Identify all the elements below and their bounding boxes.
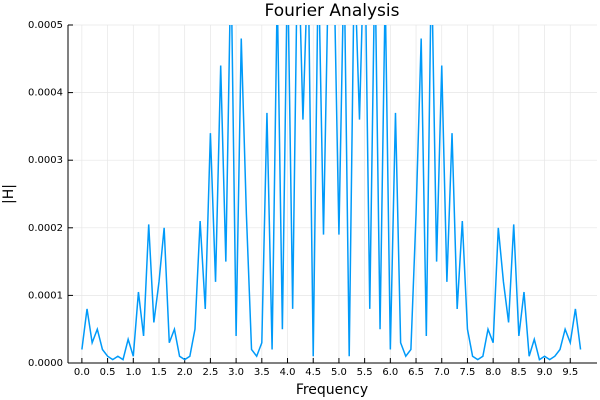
x-tick-label: 7.5: [459, 367, 475, 378]
x-axis-label: Frequency: [296, 382, 368, 398]
y-axis-label: |H|: [1, 184, 17, 204]
x-tick-label: 1.0: [125, 367, 141, 378]
x-tick-label: 9.5: [562, 367, 578, 378]
x-tick-label: 6.0: [382, 367, 398, 378]
y-tick-label: 0.0004: [28, 88, 63, 99]
x-tick-label: 4.5: [305, 367, 321, 378]
x-tick-label: 0.0: [74, 367, 90, 378]
x-tick-label: 7.0: [434, 367, 450, 378]
x-tick-label: 9.0: [537, 367, 553, 378]
x-tick-label: 6.5: [408, 367, 424, 378]
x-tick-label: 5.0: [331, 367, 347, 378]
x-tick-label: 2.5: [202, 367, 218, 378]
y-tick-label: 0.0000: [28, 358, 63, 369]
x-tick-label: 2.0: [177, 367, 193, 378]
y-tick-label: 0.0002: [28, 223, 63, 234]
x-tick-label: 3.5: [254, 367, 270, 378]
y-tick-label: 0.0005: [28, 20, 63, 31]
y-tick-label: 0.0003: [28, 155, 63, 166]
x-tick-label: 0.5: [100, 367, 116, 378]
chart-title: Fourier Analysis: [265, 1, 400, 21]
x-tick-label: 5.5: [357, 367, 373, 378]
x-tick-label: 4.0: [280, 367, 296, 378]
y-tick-label: 0.0001: [28, 290, 63, 301]
data-line: [81, 25, 582, 361]
x-tick-label: 8.5: [511, 367, 527, 378]
x-tick-label: 1.5: [151, 367, 167, 378]
x-tick-label: 8.0: [485, 367, 501, 378]
x-tick-label: 3.0: [228, 367, 244, 378]
